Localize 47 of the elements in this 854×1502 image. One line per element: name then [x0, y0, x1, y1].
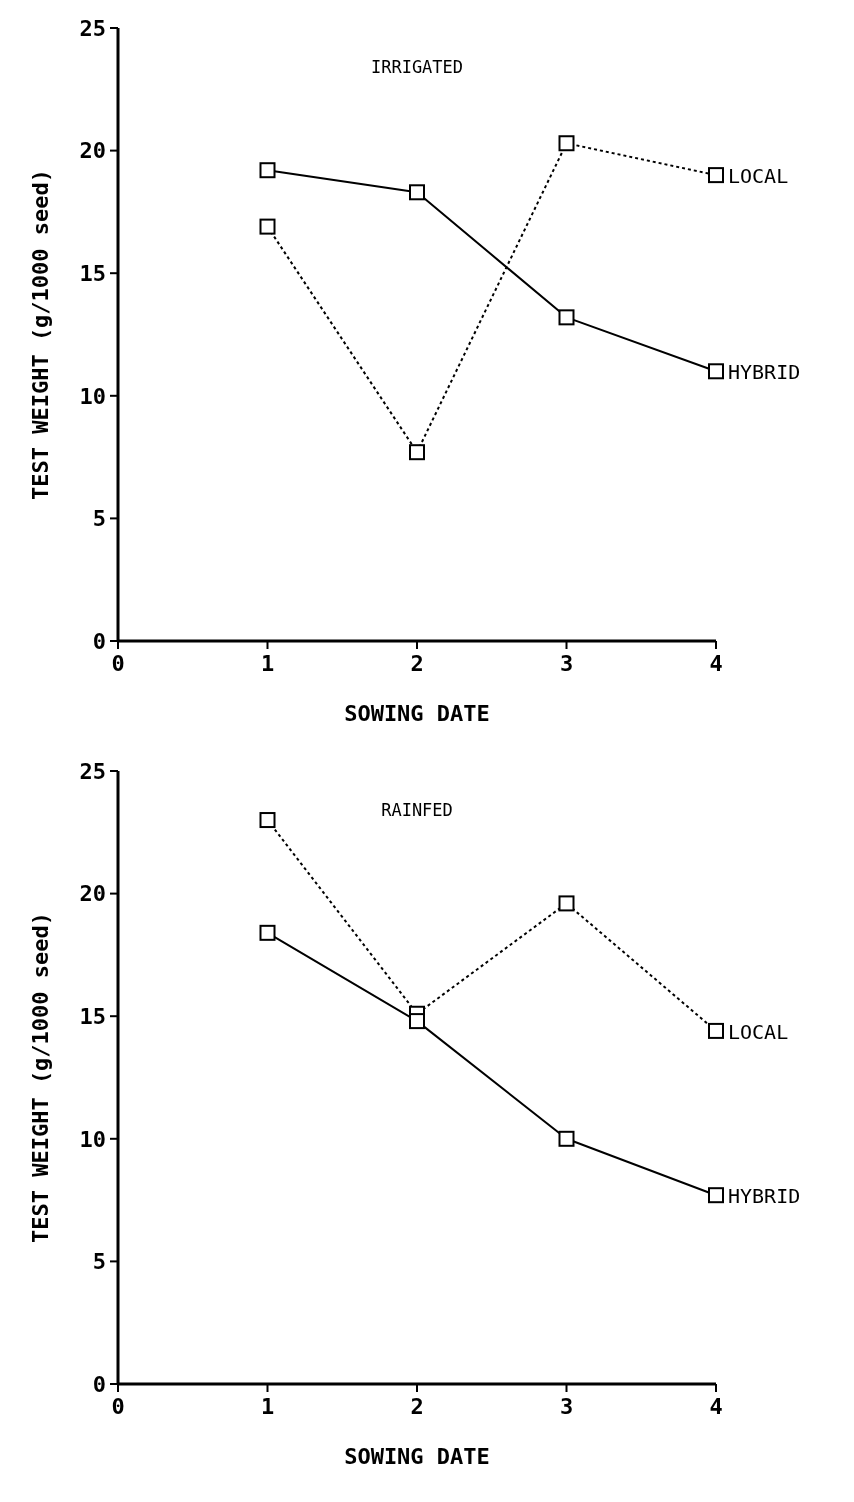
y-tick-label: 15	[79, 260, 106, 286]
x-tick-label: 3	[559, 651, 574, 676]
x-tick-label: 1	[260, 1394, 275, 1419]
y-tick-label: 5	[92, 506, 106, 532]
point	[409, 1013, 425, 1030]
y-tick-label: 25	[79, 758, 106, 784]
x-tick-label: 2	[410, 1394, 424, 1419]
y-tick-label: 0	[92, 1371, 106, 1397]
y-tick-label: 10	[79, 383, 106, 409]
series-label: HYBRID	[728, 1184, 801, 1209]
point	[558, 135, 575, 152]
y-tick-label: 10	[79, 1126, 106, 1152]
point	[259, 812, 276, 829]
point	[409, 444, 425, 461]
text: RAINFED	[381, 800, 453, 820]
point	[259, 218, 276, 235]
x-tick-label: 4	[709, 1394, 723, 1419]
y-tick-label: 25	[79, 15, 106, 41]
text: IRRIGATED	[370, 57, 464, 77]
x-tick-label: 0	[111, 651, 125, 676]
point	[708, 363, 724, 380]
point	[558, 309, 575, 326]
series-label: LOCAL	[728, 164, 789, 189]
point	[708, 1187, 724, 1204]
y-tick-label: 15	[79, 1003, 106, 1029]
y-tick-label: 0	[92, 628, 106, 654]
y-tick-label: 20	[79, 138, 106, 164]
y-axis-title: TEST WEIGHT (g/1000 seed)	[28, 911, 53, 1244]
y-axis-title: TEST WEIGHT (g/1000 seed)	[28, 168, 53, 501]
point	[558, 895, 575, 912]
x-tick-label: 2	[410, 651, 424, 676]
x-tick-label: 4	[709, 651, 723, 676]
x-tick-label: 0	[111, 1394, 125, 1419]
point	[558, 1130, 575, 1147]
x-axis-title: SOWING DATE	[344, 701, 490, 726]
series-label: LOCAL	[728, 1019, 789, 1044]
x-tick-label: 1	[260, 651, 275, 676]
y-tick-label: 5	[92, 1249, 106, 1275]
point	[409, 184, 425, 201]
point	[259, 924, 276, 941]
point	[259, 162, 276, 179]
series-label: HYBRID	[728, 360, 801, 385]
point	[708, 1022, 724, 1039]
x-axis-title: SOWING DATE	[344, 1444, 490, 1469]
y-tick-label: 20	[79, 881, 106, 907]
x-tick-label: 3	[559, 1394, 574, 1419]
point	[708, 167, 724, 184]
